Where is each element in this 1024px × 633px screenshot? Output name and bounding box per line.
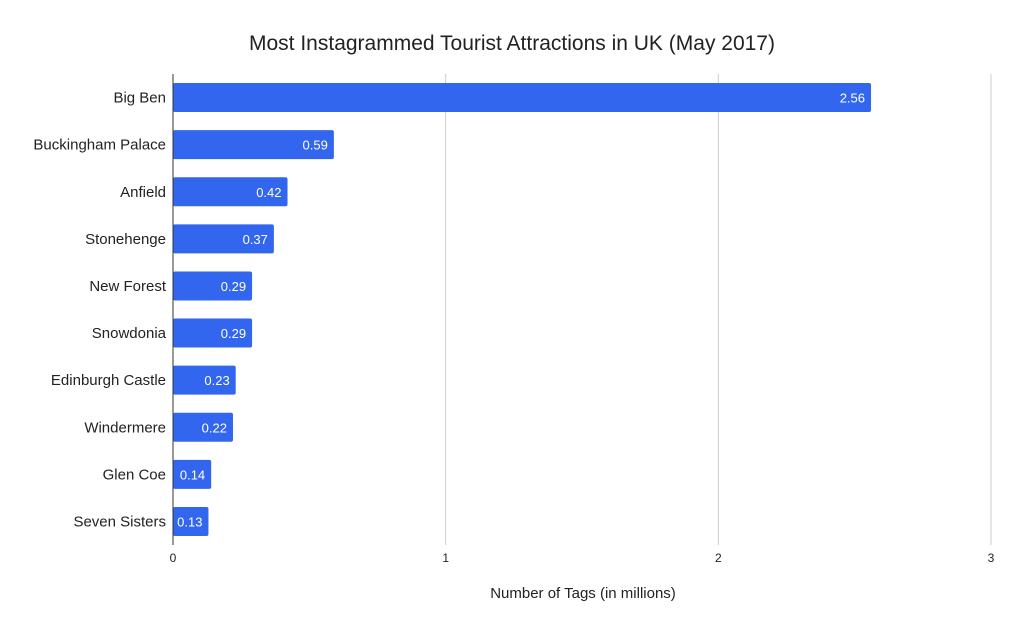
data-label: 0.42 — [256, 185, 281, 200]
category-label: Glen Coe — [103, 466, 166, 483]
bar — [173, 459, 212, 489]
data-label: 0.23 — [204, 373, 229, 388]
chart-title: Most Instagrammed Tourist Attractions in… — [249, 32, 775, 55]
bar — [173, 224, 274, 254]
bar — [173, 318, 253, 348]
data-label: 0.29 — [221, 279, 246, 294]
category-label: Windermere — [84, 419, 166, 436]
category-label: New Forest — [89, 278, 167, 295]
x-axis-title: Number of Tags (in millions) — [490, 585, 676, 602]
bar — [173, 130, 334, 160]
category-label: Seven Sisters — [73, 513, 166, 530]
gridlines — [445, 74, 992, 545]
category-label: Buckingham Palace — [33, 137, 166, 154]
x-axis-ticks: 0 1 2 3 — [170, 551, 995, 565]
data-label: 0.14 — [180, 467, 205, 482]
data-label: 0.29 — [221, 326, 246, 341]
bar — [173, 365, 236, 395]
data-label: 0.37 — [243, 232, 268, 247]
bar — [173, 177, 288, 207]
category-label: Edinburgh Castle — [51, 372, 166, 389]
x-tick-label: 3 — [988, 551, 995, 565]
bar — [173, 83, 872, 113]
category-label: Big Ben — [113, 90, 166, 107]
data-label: 0.22 — [202, 420, 227, 435]
data-label: 0.59 — [303, 138, 328, 153]
bars: 2.56 0.59 0.42 0.37 0.29 0.29 0.23 0.22 0.14 0.13 — [173, 83, 872, 536]
category-label: Snowdonia — [92, 325, 167, 342]
x-tick-label: 1 — [442, 551, 449, 565]
bar — [173, 271, 253, 301]
category-label: Anfield — [120, 184, 166, 201]
bar — [173, 506, 209, 536]
data-label: 0.13 — [177, 514, 202, 529]
category-label: Stonehenge — [85, 231, 166, 248]
x-tick-label: 0 — [170, 551, 177, 565]
data-label: 2.56 — [840, 91, 865, 106]
category-labels: Big Ben Buckingham Palace Anfield Stoneheng… — [33, 90, 166, 531]
bar — [173, 412, 233, 442]
x-tick-label: 2 — [715, 551, 722, 565]
